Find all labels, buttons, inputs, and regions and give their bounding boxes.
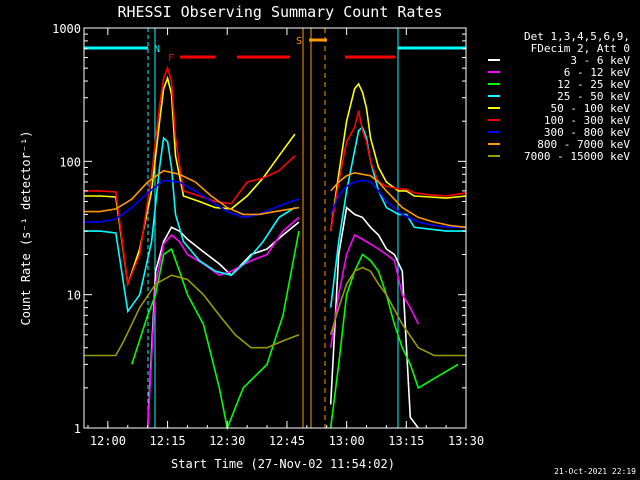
axes-layer: 12:00 12:15 12:30 12:45 13:00 13:15 13:30 1 10 10… [52,22,484,448]
series-line-8-segment-1 [329,266,466,357]
plot-frame [83,27,467,429]
series-line-6-segment-0 [84,179,300,223]
legend-entry-2: 12 - 25 keV [557,78,630,91]
y-tick-label: 1000 [52,22,81,36]
series-line-7-segment-1 [330,171,467,229]
annotation-f: F [168,53,174,64]
legend-entry-7: 800 - 7000 keV [537,138,630,151]
legend-entry-6: 300 - 800 keV [544,126,630,139]
generation-timestamp: 21-Oct-2021 22:19 [554,467,636,476]
legend-entry-3: 25 - 50 keV [557,90,630,103]
series-line-3-segment-1 [329,125,466,308]
legend-entry-8: 7000 - 15000 keV [524,150,630,163]
legend-entry-1: 6 - 12 keV [564,66,631,79]
y-tick-label: 10 [67,289,81,303]
series-line-7-segment-0 [84,169,300,216]
annotation-s: S [296,36,302,47]
series-layer [84,65,467,431]
x-tick-label: 12:45 [269,434,305,448]
x-tick-label: 13:15 [388,434,424,448]
x-tick-label: 12:15 [150,434,186,448]
x-tick-label: 12:30 [209,434,245,448]
series-line-0-segment-0 [146,221,300,429]
chart-title: RHESSI Observing Summary Count Rates [117,3,442,21]
series-line-1-segment-1 [329,233,420,348]
x-tick-label: 12:00 [90,434,126,448]
series-line-2-segment-0 [131,230,300,431]
legend-entry-0: 3 - 6 keV [570,54,630,67]
series-line-2-segment-1 [329,253,459,429]
series-line-5-segment-0 [84,65,296,288]
series-line-8-segment-0 [84,274,300,357]
annotation-n: N [154,44,160,55]
y-axis-label: Count Rate (s⁻¹ detector⁻¹) [19,130,33,325]
legend-entry-4: 50 - 100 keV [551,102,631,115]
series-line-6-segment-1 [329,179,466,229]
x-tick-label: 13:00 [329,434,365,448]
series-line-4-segment-1 [329,82,467,232]
legend-header-1: Det 1,3,4,5,6,9, [524,30,630,43]
x-axis-label: Start Time (27-Nov-02 11:54:02) [171,457,395,471]
legend-entry-5: 100 - 300 keV [544,114,630,127]
series-line-5-segment-1 [329,110,467,232]
x-tick-label: 13:30 [448,434,484,448]
legend-header-2: FDecim 2, Att 0 [531,42,630,55]
y-tick-label: 100 [59,155,81,169]
legend: Det 1,3,4,5,6,9, FDecim 2, Att 0 3 - 6 k… [488,30,630,163]
series-line-3-segment-0 [84,136,296,314]
y-tick-label: 1 [74,422,81,436]
